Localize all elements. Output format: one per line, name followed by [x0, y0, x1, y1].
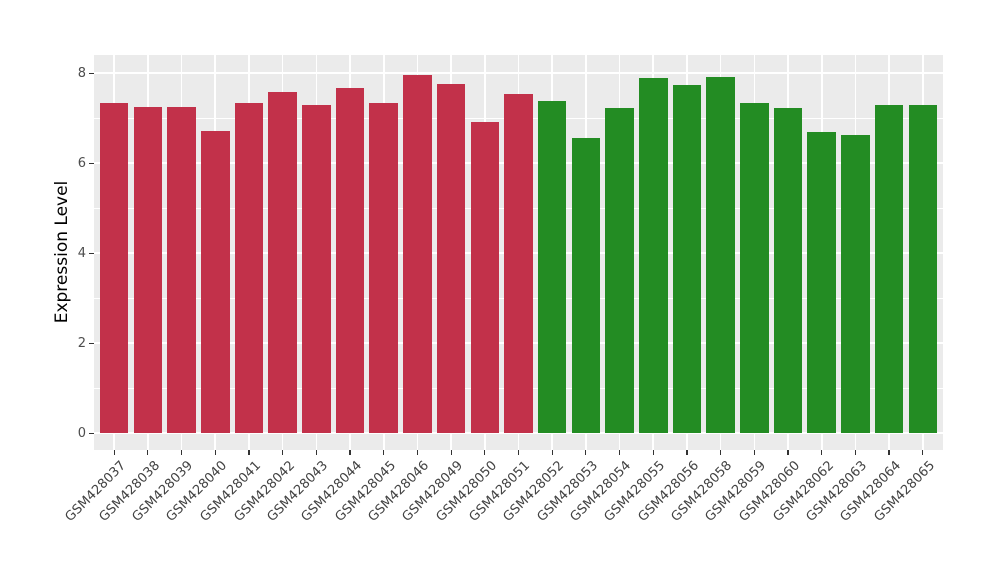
bar-GSM428054 [605, 108, 634, 433]
x-tick-mark [113, 450, 115, 455]
x-tick-mark [349, 450, 351, 455]
bar-GSM428038 [133, 106, 163, 433]
x-tick-mark [282, 450, 284, 455]
y-tick-mark [89, 162, 94, 164]
y-tick-mark [89, 252, 94, 254]
bar-GSM428039 [167, 106, 196, 433]
x-tick-mark [821, 450, 823, 455]
x-tick-mark [854, 450, 856, 455]
x-tick-mark [585, 450, 587, 455]
bar-GSM428050 [470, 121, 500, 433]
bar-GSM428062 [807, 131, 836, 433]
y-tick-label: 6 [77, 155, 86, 171]
y-tick-mark [89, 72, 94, 74]
bar-GSM428053 [571, 137, 601, 433]
x-tick-mark [551, 450, 553, 455]
x-tick-mark [214, 450, 216, 455]
x-tick-mark [922, 450, 924, 455]
bar-GSM428046 [403, 75, 432, 433]
y-tick-label: 4 [77, 245, 86, 261]
bar-GSM428065 [908, 104, 938, 433]
x-tick-mark [720, 450, 722, 455]
x-tick-mark [517, 450, 520, 455]
y-tick-mark [89, 342, 94, 344]
bar-GSM428041 [234, 102, 264, 433]
y-tick-label: 0 [77, 425, 86, 441]
x-tick-mark [416, 450, 419, 455]
x-tick-mark [147, 450, 149, 455]
bar-GSM428051 [504, 94, 533, 433]
bar-GSM428037 [99, 103, 129, 433]
y-tick-label: 2 [77, 335, 86, 351]
bar-GSM428052 [537, 100, 567, 433]
bar-GSM428042 [268, 91, 297, 433]
x-tick-mark [753, 450, 755, 455]
bar-GSM428063 [841, 135, 870, 433]
x-tick-mark [686, 450, 688, 455]
plot-panel [94, 55, 943, 450]
bar-GSM428049 [436, 83, 466, 433]
x-tick-mark [383, 450, 385, 455]
x-tick-mark [450, 450, 452, 455]
bar-GSM428044 [335, 87, 365, 433]
bar-GSM428056 [672, 84, 702, 433]
bar-GSM428064 [874, 104, 904, 433]
y-tick-mark [89, 432, 94, 434]
bar-GSM428043 [302, 104, 331, 433]
x-tick-mark [248, 450, 250, 455]
bar-GSM428055 [639, 78, 668, 433]
bar-GSM428058 [706, 76, 735, 433]
y-tick-label: 8 [77, 65, 86, 81]
x-tick-mark [315, 450, 317, 455]
bar-GSM428059 [740, 102, 769, 433]
x-tick-mark [888, 450, 890, 455]
bar-GSM428040 [201, 130, 230, 433]
bar-GSM428045 [369, 103, 398, 433]
bar-GSM428060 [773, 108, 803, 433]
x-tick-mark [787, 450, 789, 455]
x-tick-mark [180, 450, 183, 455]
x-tick-mark [618, 450, 621, 455]
x-tick-mark [484, 450, 486, 455]
x-tick-mark [652, 450, 654, 455]
